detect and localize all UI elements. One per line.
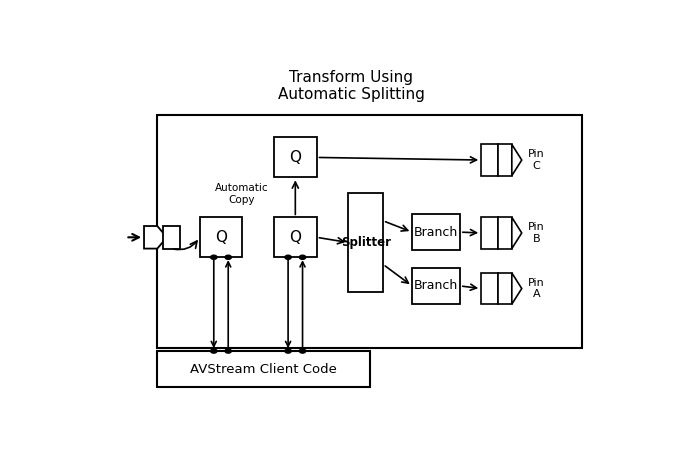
Polygon shape bbox=[512, 273, 522, 304]
Text: Splitter: Splitter bbox=[340, 236, 390, 249]
Text: Q: Q bbox=[289, 230, 301, 245]
Circle shape bbox=[285, 255, 291, 259]
Text: Branch: Branch bbox=[414, 280, 458, 292]
Bar bbox=[412, 268, 460, 304]
Text: Pin
C: Pin C bbox=[528, 149, 545, 171]
Polygon shape bbox=[512, 144, 522, 176]
Bar bbox=[498, 217, 512, 249]
Bar bbox=[481, 273, 498, 304]
Bar bbox=[481, 144, 498, 176]
Bar bbox=[158, 351, 370, 387]
Circle shape bbox=[210, 255, 217, 259]
Bar bbox=[498, 273, 512, 304]
Text: Pin
A: Pin A bbox=[528, 278, 545, 299]
Text: AVStream Client Code: AVStream Client Code bbox=[190, 363, 337, 376]
Text: Branch: Branch bbox=[414, 226, 458, 239]
Circle shape bbox=[299, 255, 306, 259]
Bar bbox=[274, 217, 316, 257]
Bar bbox=[498, 144, 512, 176]
Circle shape bbox=[225, 255, 232, 259]
Circle shape bbox=[285, 349, 291, 353]
Text: Automatic
Copy: Automatic Copy bbox=[215, 183, 269, 205]
Circle shape bbox=[210, 349, 217, 353]
Bar bbox=[200, 217, 242, 257]
Bar bbox=[349, 193, 383, 292]
Bar bbox=[274, 138, 316, 177]
Circle shape bbox=[299, 349, 306, 353]
Polygon shape bbox=[512, 217, 522, 249]
Text: Transform Using
Automatic Splitting: Transform Using Automatic Splitting bbox=[277, 70, 425, 102]
Bar bbox=[412, 214, 460, 250]
Text: Q: Q bbox=[215, 230, 227, 245]
Bar bbox=[158, 115, 582, 348]
Circle shape bbox=[225, 349, 232, 353]
Text: Pin
B: Pin B bbox=[528, 222, 545, 244]
Bar bbox=[162, 226, 179, 249]
Bar bbox=[481, 217, 498, 249]
Text: Q: Q bbox=[289, 150, 301, 165]
Polygon shape bbox=[144, 226, 167, 249]
